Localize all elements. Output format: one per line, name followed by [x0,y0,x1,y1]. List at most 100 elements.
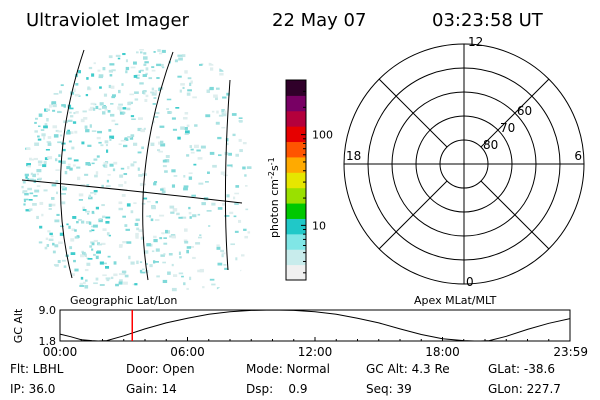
emission-speckle [118,245,123,248]
emission-speckle [106,279,110,282]
emission-speckle [234,230,239,233]
colorbar-segment [286,126,306,143]
emission-speckle [133,142,138,146]
emission-speckle [32,203,37,206]
emission-speckle [211,202,216,206]
emission-speckle [107,255,111,258]
emission-speckle [109,163,114,167]
emission-speckle [97,130,102,134]
emission-speckle [191,194,196,197]
emission-speckle [35,117,38,120]
emission-speckle [88,108,93,111]
colorbar-frame [285,79,307,281]
emission-speckle [179,256,182,259]
emission-speckle [26,178,30,181]
emission-speckle [151,69,156,72]
emission-speckle [124,181,127,184]
emission-speckle [170,211,175,214]
emission-speckle [160,143,166,147]
emission-speckle [34,189,40,193]
emission-speckle [136,260,139,265]
emission-speckle [238,120,242,123]
emission-speckle [205,181,209,183]
emission-speckle [88,194,91,198]
emission-speckle [158,150,163,153]
emission-speckle [91,73,95,77]
emission-speckle [84,125,88,129]
emission-speckle [189,276,192,281]
emission-speckle [136,227,140,231]
geographic-image [21,49,252,292]
emission-speckle [171,235,177,239]
emission-speckle [242,142,247,145]
emission-speckle [154,219,160,222]
emission-speckle [117,57,121,60]
emission-speckle [143,63,147,66]
x-tick-label: 12:00 [298,345,333,359]
emission-speckle [30,172,33,176]
emission-speckle [78,193,84,197]
emission-speckle [67,157,72,160]
emission-speckle [216,246,221,250]
emission-speckle [140,128,145,133]
emission-speckle [109,138,112,141]
emission-speckle [182,86,185,90]
observation-time: 03:23:58 UT [432,10,544,31]
emission-speckle [84,269,89,272]
emission-speckle [178,57,183,61]
emission-speckle [24,192,29,196]
emission-speckle [186,287,189,290]
emission-speckle [136,76,140,79]
emission-speckle [108,84,112,89]
emission-speckle [140,271,146,274]
emission-speckle [51,197,55,200]
emission-speckle [34,142,40,146]
emission-speckle [156,275,160,278]
emission-speckle [161,66,165,69]
emission-speckle [227,164,233,167]
emission-speckle [163,242,168,245]
mlat-label: 70 [500,121,515,135]
colorbar-tick-label: 100 [312,129,333,142]
emission-speckle [118,184,124,187]
emission-speckle [36,169,42,173]
emission-speckle [145,72,148,76]
emission-speckle [216,87,220,90]
emission-speckle [241,254,245,257]
emission-speckle [186,246,192,249]
emission-speckle [183,185,189,188]
emission-speckle [221,109,225,113]
emission-speckle [93,282,98,285]
emission-speckle [129,93,134,96]
emission-speckle [113,161,118,165]
emission-speckle [88,66,93,70]
emission-speckle [67,129,70,133]
left-panel-label: Geographic Lat/Lon [70,294,177,307]
emission-speckle [130,134,135,137]
emission-speckle [177,75,182,78]
emission-speckle [125,59,129,63]
emission-speckle [104,109,108,111]
colorbar-segment [286,156,306,173]
emission-speckle [139,182,143,187]
emission-speckle [188,206,191,210]
emission-speckle [125,70,128,74]
emission-speckle [190,148,194,151]
emission-speckle [197,213,201,216]
emission-speckle [45,149,50,151]
emission-speckle [219,68,224,72]
door-info: Door: Open [126,362,195,376]
emission-speckle [79,285,85,287]
emission-speckle [61,259,66,262]
emission-speckle [114,123,119,126]
emission-speckle [98,218,103,223]
emission-speckle [91,229,95,232]
emission-speckle [107,174,111,176]
emission-speckle [73,112,76,115]
mlt-label-12: 12 [468,35,483,49]
emission-speckle [127,136,132,138]
gc-alt-info: GC Alt: 4.3 Re [366,362,450,376]
colorbar-segment [286,233,306,250]
emission-speckle [41,213,44,217]
emission-speckle [172,128,177,131]
